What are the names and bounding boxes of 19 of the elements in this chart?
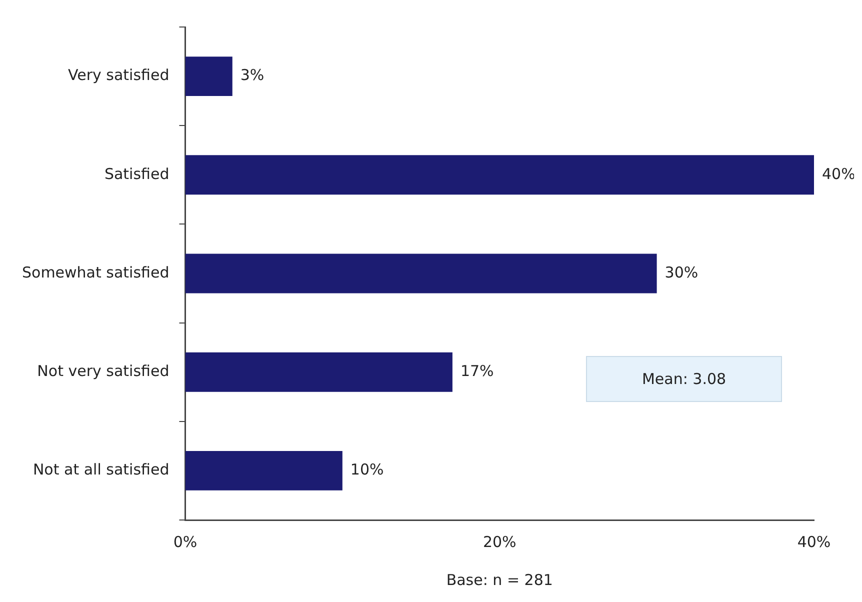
bar [185,450,342,490]
x-axis-title: Base: n = 281 [446,570,553,589]
x-tick-label: 40% [797,532,831,551]
data-label: 17% [460,362,494,380]
bar [185,352,452,392]
data-label: 3% [240,66,264,84]
y-tick-label: Satisfied [104,164,170,183]
y-tick-label: Not at all satisfied [32,460,170,479]
note-box: Mean: 3.08 [586,356,782,402]
x-tick-label: 0% [173,532,198,551]
data-label: 10% [350,460,384,479]
bar [185,254,657,294]
y-tick-label: Not very satisfied [37,362,170,380]
data-label: 30% [664,263,698,282]
bar [185,155,814,195]
y-tick-label: Very satisfied [68,66,170,84]
x-tick-label: 20% [482,532,516,551]
bar [185,56,232,96]
y-tick-label: Somewhat satisfied [22,263,170,282]
